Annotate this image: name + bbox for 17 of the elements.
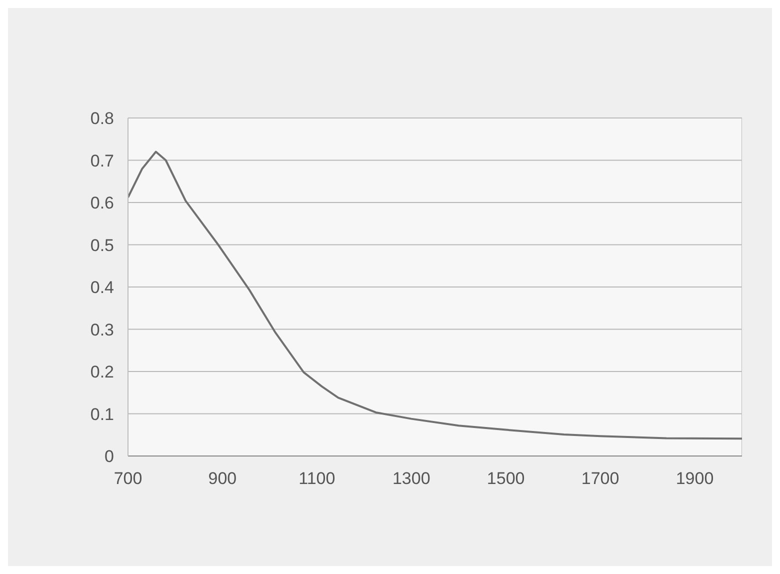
y-tick-label: 0.7 bbox=[90, 151, 114, 170]
line-series bbox=[128, 150, 742, 440]
y-tick-label: 0.5 bbox=[90, 236, 114, 255]
y-tick-label: 0 bbox=[104, 447, 114, 466]
x-tick-label: 1500 bbox=[486, 469, 525, 488]
x-tick-label: 1900 bbox=[676, 469, 714, 488]
y-tick-label: 0.3 bbox=[90, 320, 114, 340]
x-tick-label: 1700 bbox=[581, 469, 620, 488]
x-tick-label: 1300 bbox=[392, 469, 430, 488]
x-tick-label: 700 bbox=[114, 469, 142, 488]
y-tick-label: 0.1 bbox=[90, 404, 114, 424]
y-tick-label: 0.2 bbox=[90, 362, 114, 382]
x-tick-label: 1100 bbox=[298, 469, 336, 488]
x-tick-label: 900 bbox=[208, 469, 237, 488]
y-tick-label: 0.4 bbox=[90, 278, 114, 298]
y-tick-label: 0.8 bbox=[90, 109, 114, 128]
y-tick-label: 0.6 bbox=[90, 194, 114, 213]
